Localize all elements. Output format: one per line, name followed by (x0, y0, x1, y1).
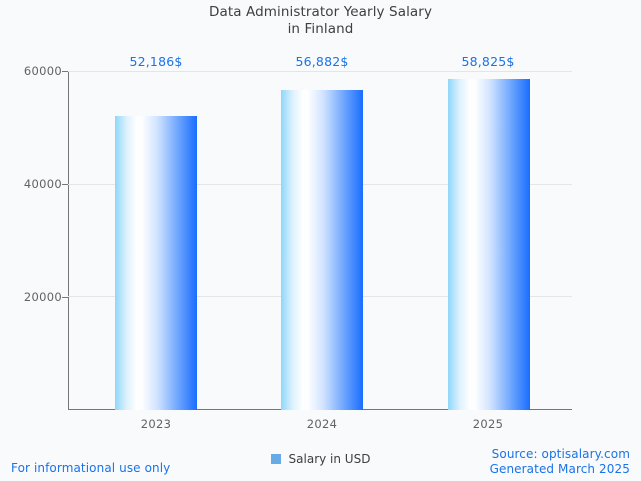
bar-2025[interactable] (448, 78, 530, 410)
legend-item-label: Salary in USD (288, 452, 371, 466)
y-axis-tick-mark-60000 (62, 71, 68, 72)
chart-title-line-1: Data Administrator Yearly Salary (208, 4, 433, 20)
chart-legend: Salary in USD (0, 452, 641, 467)
plot-area (68, 71, 572, 410)
bar-2024[interactable] (281, 89, 363, 410)
y-axis-tick-mark-40000 (62, 184, 68, 185)
x-axis-label-2023: 2023 (140, 417, 172, 431)
y-axis-line (68, 71, 69, 410)
legend-swatch-icon (270, 454, 281, 464)
legend-item-salary-in-usd[interactable]: Salary in USD (270, 452, 371, 466)
generated-line: Generated March 2025 (489, 462, 630, 476)
y-axis-tick-label-60000: 60000 (23, 64, 62, 78)
gridline-60000 (68, 71, 572, 72)
x-axis-label-2024: 2024 (306, 417, 338, 431)
informational-use-note: For informational use only (11, 461, 171, 475)
bar-value-label-2023: 52,186$ (129, 54, 183, 69)
source-attribution: Source: optisalary.com Generated March 2… (490, 447, 630, 477)
chart-title: Data Administrator Yearly Salary in Finl… (0, 4, 641, 38)
source-line: Source: optisalary.com (491, 447, 630, 461)
y-axis-tick-mark-20000 (62, 297, 68, 298)
y-axis-tick-label-20000: 20000 (23, 290, 62, 304)
bar-value-label-2025: 58,825$ (461, 54, 515, 69)
bar-value-label-2024: 56,882$ (295, 54, 349, 69)
bar-2023[interactable] (115, 116, 197, 410)
chart-title-line-2: in Finland (287, 21, 354, 37)
y-axis-tick-label-40000: 40000 (23, 177, 62, 191)
x-axis-label-2025: 2025 (472, 417, 504, 431)
